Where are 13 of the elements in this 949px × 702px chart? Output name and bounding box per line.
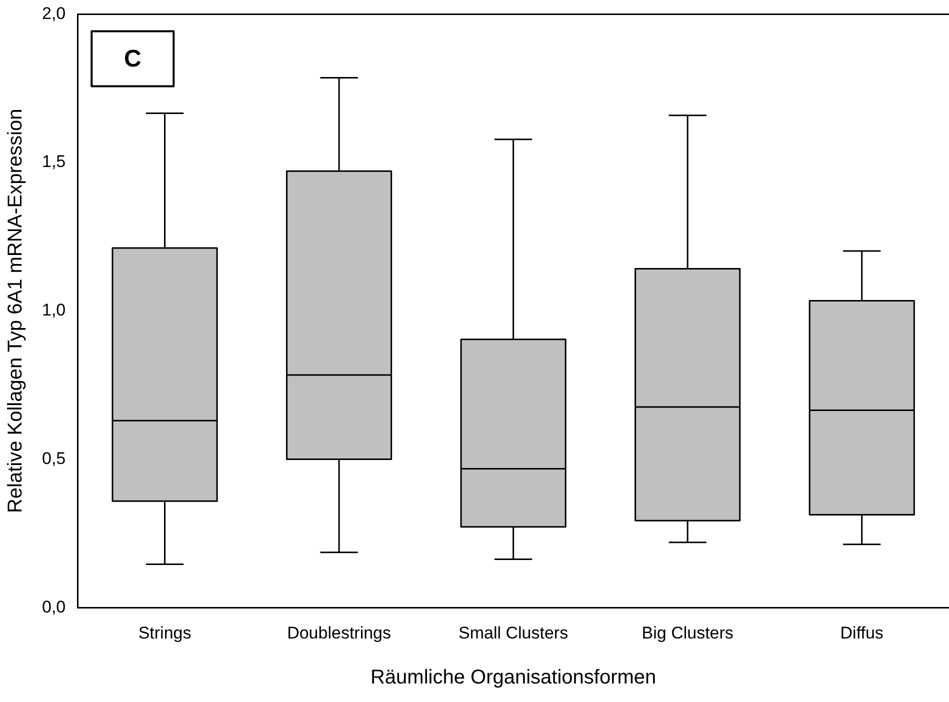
y-tick-label: 0,5 xyxy=(42,448,66,468)
y-tick-label: 0,0 xyxy=(42,597,66,616)
x-tick-label: Small Clusters xyxy=(458,623,568,642)
x-tick-label: Big Clusters xyxy=(642,623,734,642)
x-tick-label: Doublestrings xyxy=(287,623,392,642)
y-tick-label: 1,5 xyxy=(42,152,66,172)
y-tick-label: 2,0 xyxy=(42,4,66,23)
x-tick-label: Diffus xyxy=(840,623,884,642)
y-tick-label: 1,0 xyxy=(42,300,66,320)
annotation: C xyxy=(124,45,142,72)
x-tick-label: Strings xyxy=(138,623,192,642)
y-axis-title: Relative Kollagen Typ 6A1 mRNA-Expression xyxy=(4,108,27,514)
x-axis-title: Räumliche Organisationsformen xyxy=(370,666,656,689)
